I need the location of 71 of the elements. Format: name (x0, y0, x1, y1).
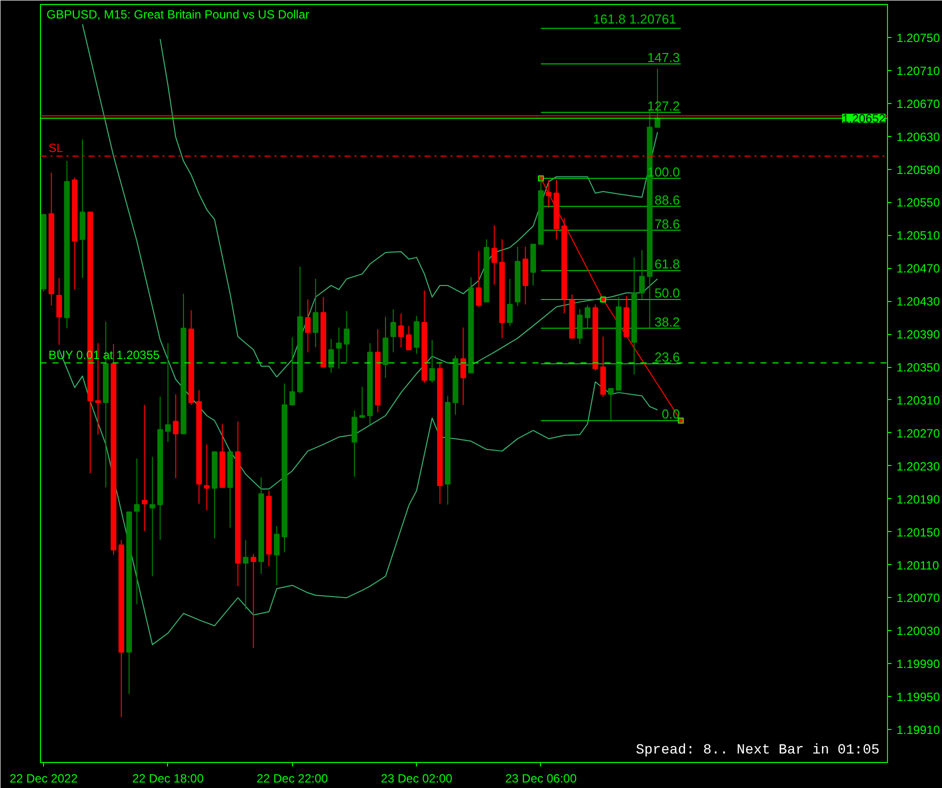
point (678, 418, 684, 424)
candlestick (165, 342, 171, 442)
series-label: 61.8 (654, 256, 680, 272)
y-tick-label: 1.20150 (896, 525, 940, 540)
candlestick (576, 308, 583, 344)
y-tick-label: 1.20190 (896, 492, 940, 506)
candlestick (406, 325, 412, 350)
series-label: 50.0 (654, 285, 680, 300)
ref-line-label: 1.20652 (842, 112, 886, 126)
candlestick (398, 312, 404, 348)
candlestick (507, 278, 513, 326)
candlestick (312, 278, 318, 348)
candlestick (304, 298, 311, 353)
candlestick (328, 338, 334, 374)
x-tick-label: 23 Dec 02:00 (380, 772, 453, 786)
candlestick (476, 250, 482, 308)
candlestick (390, 308, 396, 353)
y-tick-label: 1.20470 (896, 262, 940, 276)
x-tick-label: 22 Dec 22:00 (256, 772, 328, 786)
y-tick-label: 1.20510 (896, 228, 940, 243)
y-tick-label: 1.20590 (896, 162, 940, 177)
point (600, 296, 606, 302)
candlestick (344, 310, 350, 363)
series-label: 78.6 (654, 216, 680, 232)
candlestick (491, 224, 498, 286)
y-tick-label: 1.20550 (896, 196, 940, 210)
candlestick (359, 386, 366, 419)
candlestick (150, 456, 156, 577)
x-tick-label: 23 Dec 06:00 (505, 772, 577, 786)
candlestick (460, 326, 466, 406)
y-tick-label: 1.20390 (896, 328, 940, 342)
ref-line-label: SL (48, 141, 64, 156)
x-tick-label: 22 Dec 2022 (10, 772, 78, 786)
y-tick-label: 1.20310 (896, 393, 940, 408)
series-label: 161.8 1.20761 (593, 11, 676, 26)
candlestick (134, 458, 140, 605)
candlestick (204, 444, 210, 511)
candlestick (639, 250, 645, 300)
y-tick-label: 1.19950 (896, 690, 940, 704)
candlestick (56, 278, 62, 346)
y-tick-label: 1.20670 (896, 96, 940, 111)
y-tick-label: 1.20630 (896, 130, 940, 144)
y-tick-label: 1.20350 (896, 360, 940, 375)
annotation: Spread: 8.. Next Bar in 01:05 (636, 742, 880, 758)
candlestick (274, 526, 280, 586)
y-tick-label: 1.20430 (896, 294, 940, 309)
y-tick-label: 1.20030 (896, 624, 940, 638)
y-tick-label: 1.19990 (896, 657, 940, 672)
y-tick-label: 1.20110 (896, 558, 940, 572)
y-tick-label: 1.20070 (896, 591, 940, 606)
y-tick-label: 1.20270 (896, 426, 940, 440)
series-label: 38.2 (654, 314, 680, 330)
point (538, 175, 544, 182)
chart-title: GBPUSD, M15: Great Britain Pound vs US Dollar (46, 8, 310, 22)
candlestick (289, 336, 296, 406)
series-label: 23.6 (654, 350, 680, 365)
candlestick (172, 394, 179, 479)
x-tick-label: 22 Dec 18:00 (132, 772, 204, 786)
candlestick (336, 326, 342, 370)
candlestick (142, 404, 148, 532)
candlestick (608, 388, 614, 422)
y-tick-label: 1.20230 (896, 459, 940, 474)
series-label: 88.6 (654, 192, 680, 208)
candlestick (429, 339, 435, 384)
candlestick (242, 540, 248, 610)
y-tick-label: 1.19910 (896, 723, 940, 738)
y-tick-label: 1.20710 (896, 64, 940, 78)
candlestick (584, 304, 590, 329)
y-tick-label: 1.20750 (896, 30, 940, 45)
candlestick (250, 554, 256, 648)
series-label: 147.3 (647, 50, 680, 65)
